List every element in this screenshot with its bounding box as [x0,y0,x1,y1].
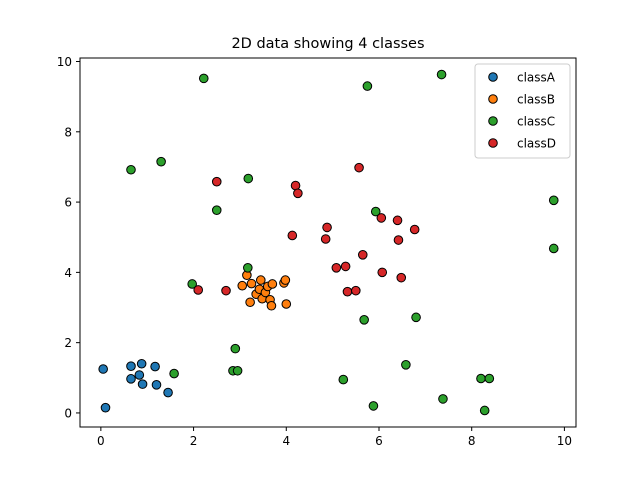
data-point-classc [479,405,490,416]
y-tick-label: 8 [64,125,72,139]
data-point-classc [230,343,241,354]
data-point-classb [245,297,255,308]
data-point-classd [287,230,298,241]
data-point-classc [169,368,179,379]
data-point-classc [211,205,222,215]
data-point-classd [357,250,368,260]
data-point-classd [331,263,342,273]
legend-marker-classb [488,94,498,104]
data-point-classd [393,235,404,245]
data-point-classa [150,361,160,372]
data-point-classa [134,370,145,380]
data-point-classb [246,278,257,289]
data-point-classc [126,164,136,175]
legend-label-classd: classD [517,137,556,151]
data-point-classb [237,280,248,291]
data-point-classd [193,285,204,295]
legend-box [474,63,571,159]
data-point-classc [243,173,254,184]
data-point-classd [322,222,332,233]
y-tick-label: 6 [64,196,72,210]
legend-label-classb: classB [517,93,555,107]
data-point-classc [338,374,349,385]
data-point-classc [368,401,379,411]
data-point-classb [266,300,277,311]
data-point-classd [354,162,364,173]
chart-title: 2D data showing 4 classes [231,36,424,52]
data-point-classc [156,156,166,167]
legend-marker-classc [488,116,498,126]
points-layer [98,69,559,416]
data-point-classd [409,224,420,235]
y-tick-label: 0 [64,406,72,420]
data-point-classc [187,279,197,289]
data-point-classc [370,206,381,217]
x-tick-label: 2 [190,434,198,448]
data-point-classd [211,176,222,187]
plot-frame [79,57,577,428]
y-tick-label: 2 [64,336,72,350]
data-point-classd [320,234,331,244]
data-point-classb [281,299,292,309]
data-point-classa [126,361,136,372]
data-point-classc [401,360,411,370]
data-point-classc [198,73,209,84]
data-point-classc [411,312,421,323]
data-point-classc [232,365,243,376]
x-tick-label: 4 [282,434,290,448]
x-tick-label: 8 [468,434,476,448]
data-point-classc [548,195,559,206]
data-point-classd [392,215,403,226]
data-point-classd [351,285,361,296]
data-point-classc [548,243,559,254]
data-point-classd [376,213,387,223]
data-point-classb [255,275,266,285]
legend-marker-classa [488,72,498,82]
data-point-classa [98,364,108,374]
data-point-classa [136,358,147,369]
data-point-classc [436,69,447,80]
legend: classA classB classC classD [474,63,571,159]
data-point-classc [438,394,448,404]
data-point-classd [342,286,353,297]
data-point-classc [362,81,373,91]
data-point-classa [163,387,173,398]
axis-ticks: 0 2 4 6 8 10 0 2 4 6 8 10 [57,55,572,448]
data-point-classd [396,272,407,283]
legend-marker-classd [488,138,498,148]
data-point-classd [221,285,231,296]
data-point-classc [359,315,369,325]
data-point-classc [476,373,486,384]
x-tick-label: 6 [375,434,383,448]
data-point-classd [293,188,303,199]
data-point-classa [100,402,111,413]
data-point-classd [377,267,388,278]
data-point-classb [280,275,291,285]
data-point-classa [126,374,136,384]
y-tick-label: 10 [57,55,72,69]
x-tick-label: 0 [97,434,105,448]
x-tick-label: 10 [557,434,572,448]
data-point-classc [484,373,495,384]
data-point-classc [243,263,253,273]
data-point-classd [340,261,351,272]
data-point-classb [267,279,278,289]
legend-label-classa: classA [517,71,556,85]
legend-label-classc: classC [517,115,555,129]
data-point-classa [137,379,148,389]
y-tick-label: 4 [64,266,72,280]
data-point-classa [151,380,162,390]
